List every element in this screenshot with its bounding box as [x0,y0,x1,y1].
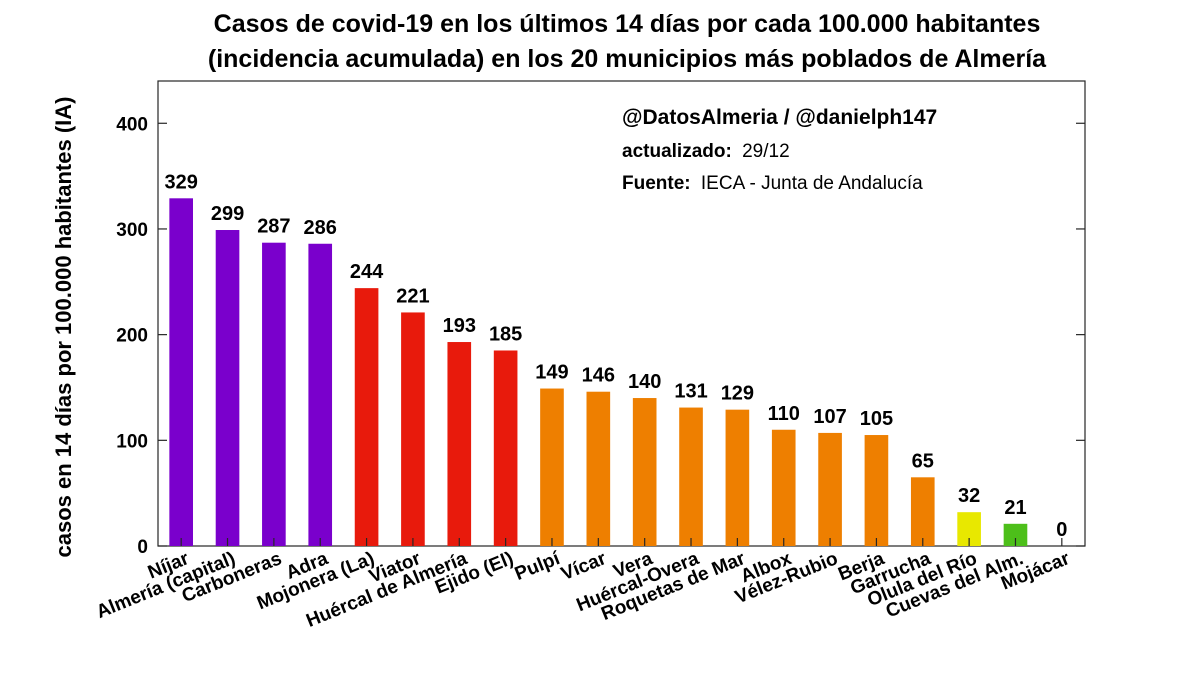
plot-area [157,80,1086,547]
bar-value-label: 110 [768,403,800,425]
bar-value-label: 193 [443,315,476,337]
bar [864,435,889,546]
bar-value-label: 221 [396,285,429,307]
bar [771,429,796,546]
bar-value-label: 32 [958,485,980,507]
chart-title-line2: (incidencia acumulada) en los 20 municip… [208,45,1047,73]
bar-value-label: 329 [164,171,197,193]
bar-value-label: 299 [211,203,244,225]
bar [493,350,518,546]
bar [169,198,193,546]
bar [586,391,611,546]
bar-value-label: 146 [582,365,615,387]
y-tick-label: 0 [137,537,148,558]
annotation-updated: actualizado: 29/12 [622,141,790,162]
bar-value-label: 286 [304,217,337,239]
y-tick-label: 200 [116,326,148,347]
bar-value-label: 105 [860,408,893,430]
bar [910,477,935,546]
y-axis-label: casos en 14 días por 100.000 habitantes … [51,97,76,558]
bar [401,312,425,546]
annotation-box: @DatosAlmeria / @danielph147 actualizado… [622,106,937,194]
bar [957,512,981,546]
bar-value-label: 244 [350,261,384,283]
y-tick-label: 300 [116,220,148,241]
bar-value-label: 149 [535,362,568,384]
x-category-label: Pulpí [512,548,564,585]
bar [818,432,842,546]
annotation-source-label: Fuente: [622,173,691,194]
bar [308,243,333,546]
bar-value-label: 287 [257,216,290,238]
data-labels-group: 329 299 287 286 244 221 193 185 149 146 140 131 129 1… [164,171,1067,541]
bar [262,242,286,546]
bar-value-label: 131 [674,381,707,403]
bar [215,230,240,547]
bar [1003,523,1028,546]
x-category-label: Vícar [558,548,610,585]
bar-value-label: 140 [628,371,661,393]
bar [632,398,657,546]
bar-value-label: 185 [489,323,522,345]
annotation-updated-label: actualizado: [622,141,732,162]
bar [447,342,472,546]
annotation-updated-value: 29/12 [742,141,790,162]
bar-value-label: 0 [1056,519,1067,541]
bars-group [169,198,1028,547]
annotation-handles: @DatosAlmeria / @danielph147 [622,106,937,129]
plot-frame [157,80,1086,547]
bar [354,288,379,546]
chart-title-line1: Casos de covid-19 en los últimos 14 días… [214,10,1041,38]
bar [725,409,750,546]
y-tick-label: 100 [116,431,148,452]
annotation-source: Fuente: IECA - Junta de Andalucía [622,173,923,194]
bar [679,407,703,546]
y-tick-label: 400 [116,114,148,135]
bar-value-label: 21 [1004,497,1026,519]
bar [540,388,564,546]
bar-value-label: 129 [721,383,754,405]
bar-value-label: 107 [813,406,846,428]
annotation-source-value: IECA - Junta de Andalucía [701,173,923,194]
y-ticks-group: 0 100 200 300 400 [116,114,1085,558]
bar-value-label: 65 [912,450,934,472]
